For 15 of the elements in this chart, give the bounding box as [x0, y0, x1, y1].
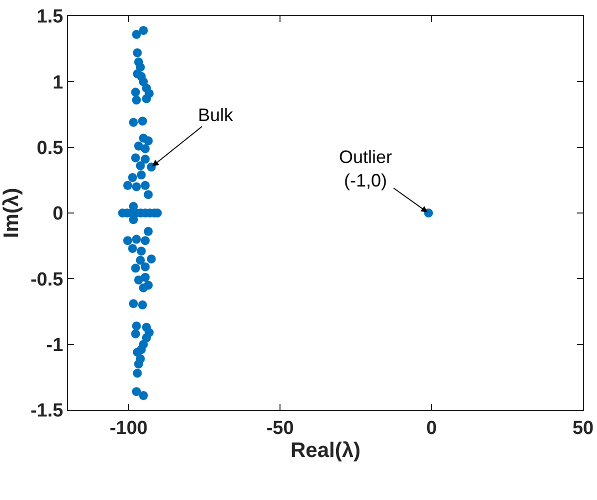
y-axis-title: Im(λ): [0, 188, 23, 238]
x-tick-label: -50: [266, 418, 294, 439]
x-tick-label: 0: [426, 418, 437, 439]
x-axis-title: Real(λ): [290, 439, 361, 462]
annotation: Bulk: [198, 105, 234, 125]
y-tick-label: -1.5: [30, 400, 64, 422]
annotation: Outlier (-1,0): [339, 147, 392, 190]
y-tick-label: 1.5: [36, 6, 64, 28]
x-tick-label: -100: [110, 418, 148, 439]
x-tick-label: 50: [572, 418, 594, 439]
y-tick-label: 0.5: [36, 138, 64, 159]
y-tick-label: 1: [52, 72, 64, 94]
y-tick-label: -1: [46, 334, 64, 356]
y-tick-label: -0.5: [30, 269, 64, 290]
y-tick-label: 0: [52, 204, 64, 225]
